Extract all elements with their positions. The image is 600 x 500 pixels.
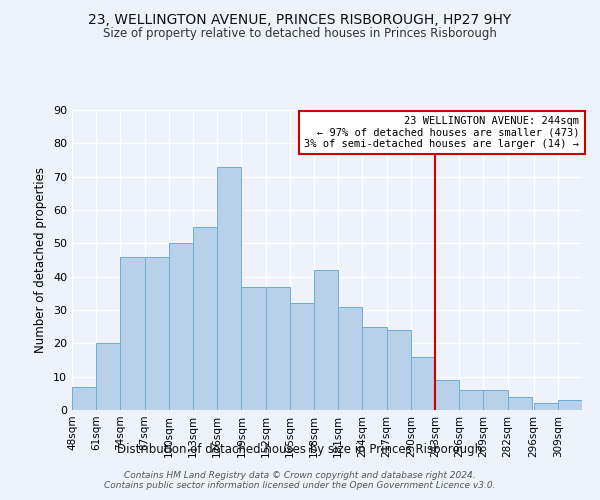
Bar: [121, 256, 145, 410]
Bar: [241, 286, 266, 410]
Bar: [96, 344, 121, 410]
Bar: [386, 330, 411, 410]
Bar: [217, 166, 241, 410]
Bar: [411, 356, 435, 410]
Bar: [338, 306, 362, 410]
Bar: [314, 270, 338, 410]
Text: Size of property relative to detached houses in Princes Risborough: Size of property relative to detached ho…: [103, 28, 497, 40]
Bar: [558, 400, 582, 410]
Bar: [290, 304, 314, 410]
Bar: [508, 396, 532, 410]
Bar: [484, 390, 508, 410]
Bar: [169, 244, 193, 410]
Bar: [193, 226, 217, 410]
Y-axis label: Number of detached properties: Number of detached properties: [34, 167, 47, 353]
Text: Distribution of detached houses by size in Princes Risborough: Distribution of detached houses by size …: [118, 442, 482, 456]
Bar: [459, 390, 484, 410]
Bar: [266, 286, 290, 410]
Bar: [533, 404, 558, 410]
Bar: [362, 326, 386, 410]
Text: Contains HM Land Registry data © Crown copyright and database right 2024.
Contai: Contains HM Land Registry data © Crown c…: [104, 470, 496, 490]
Bar: [145, 256, 169, 410]
Bar: [72, 386, 96, 410]
Bar: [435, 380, 459, 410]
Text: 23, WELLINGTON AVENUE, PRINCES RISBOROUGH, HP27 9HY: 23, WELLINGTON AVENUE, PRINCES RISBOROUG…: [88, 12, 512, 26]
Text: 23 WELLINGTON AVENUE: 244sqm
← 97% of detached houses are smaller (473)
3% of se: 23 WELLINGTON AVENUE: 244sqm ← 97% of de…: [304, 116, 580, 149]
